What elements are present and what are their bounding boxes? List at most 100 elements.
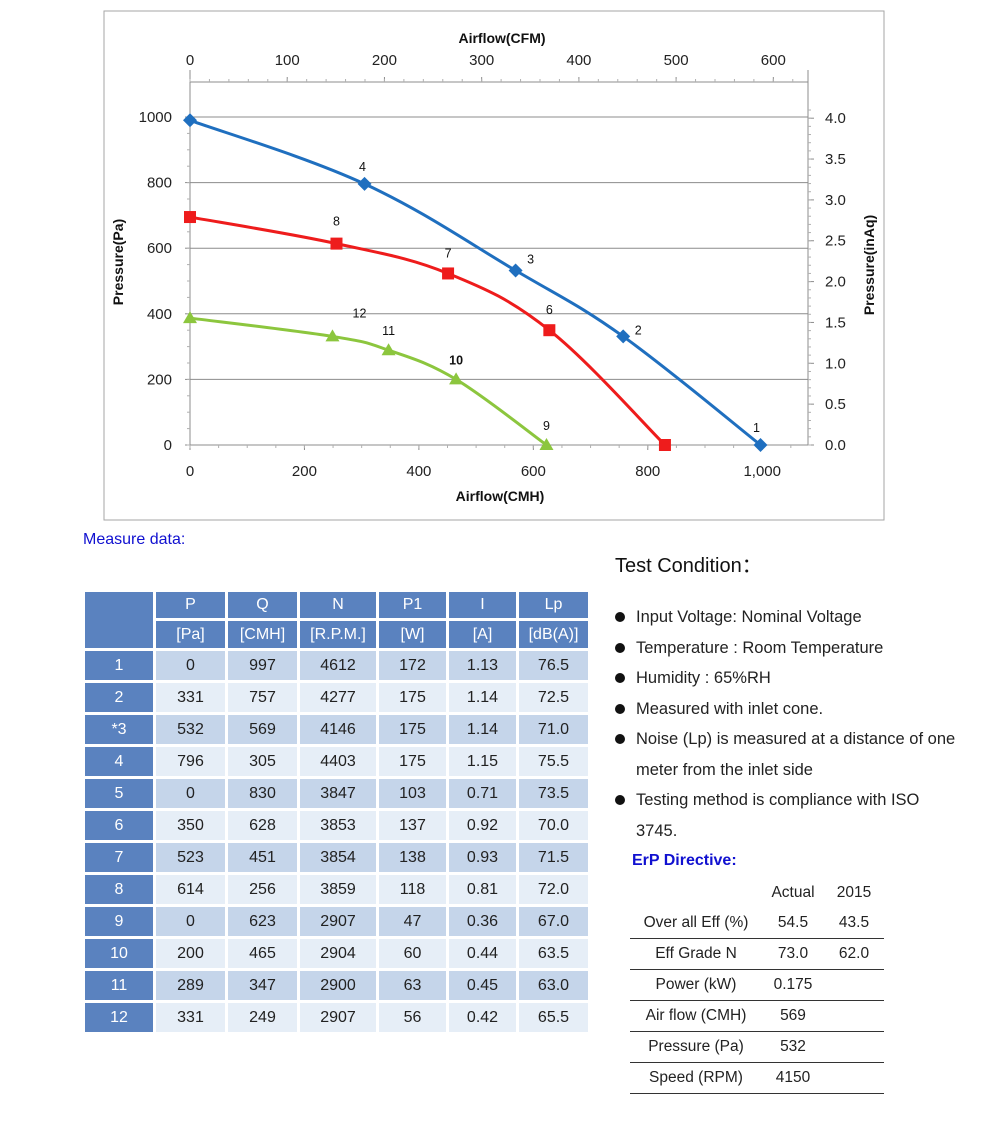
- test-condition-text: Temperature : Room Temperature: [636, 638, 884, 657]
- erp-actual-cell: 54.5: [762, 908, 824, 939]
- table-cell: 65.5: [519, 1003, 588, 1032]
- data-point-label: 10: [449, 353, 463, 367]
- x-top-tick-label: 200: [372, 52, 397, 69]
- table-cell: 2904: [300, 939, 376, 968]
- table-cell: 103: [379, 779, 446, 808]
- data-point-diamond: [616, 329, 631, 344]
- table-cell: 67.0: [519, 907, 588, 936]
- row-id-cell: *3: [85, 715, 153, 744]
- data-point-label: 8: [333, 215, 340, 229]
- table-cell: 2900: [300, 971, 376, 1000]
- y-left-tick-label: 800: [147, 175, 172, 192]
- erp-actual-cell: 569: [762, 1000, 824, 1032]
- y-left-axis-title: Pressure(Pa): [110, 219, 126, 305]
- test-condition-title: Test Condition：: [615, 555, 762, 577]
- erp-y2015-cell: [824, 1000, 884, 1032]
- table-body: 1 0 997 4612 172 1.13 76.5 2 331 757 4277 175 1.14 72…: [85, 651, 588, 1032]
- x-bottom-tick-label: 200: [292, 463, 317, 480]
- bullet-icon: [615, 703, 625, 714]
- erp-y2015-cell: 62.0: [824, 938, 884, 970]
- table-row: 4 796 305 4403 175 1.15 75.5: [85, 747, 588, 776]
- table-cell: 0.93: [449, 843, 516, 872]
- data-point-diamond: [508, 263, 523, 278]
- data-point-label: 4: [359, 160, 366, 174]
- test-condition-item: Input Voltage: Nominal Voltage: [612, 602, 957, 633]
- table-cell: 1.15: [449, 747, 516, 776]
- table-row: 5 0 830 3847 103 0.71 73.5: [85, 779, 588, 808]
- erp-row: Speed (RPM) 4150: [630, 1062, 884, 1094]
- table-row: 12 331 249 2907 56 0.42 65.5: [85, 1003, 588, 1032]
- erp-y2015-cell: [824, 1062, 884, 1094]
- y-right-tick-label: 3.0: [825, 192, 846, 209]
- table-cell: 175: [379, 747, 446, 776]
- test-condition-text: Noise (Lp) is measured at a distance of …: [636, 730, 956, 779]
- x-top-tick-label: 100: [275, 52, 300, 69]
- header-p1: P1: [379, 592, 446, 618]
- table-cell: 47: [379, 907, 446, 936]
- x-bottom-tick-label: 1,000: [743, 463, 781, 480]
- table-cell: 0: [156, 779, 225, 808]
- bullet-icon: [615, 642, 625, 653]
- data-point-label: 7: [445, 246, 452, 260]
- table-row: 11 289 347 2900 63 0.45 63.0: [85, 971, 588, 1000]
- erp-table: Actual 2015 Over all Eff (%) 54.5 43.5 Eff …: [630, 878, 884, 1094]
- erp-label-cell: Eff Grade N: [630, 938, 762, 970]
- table-cell: 63: [379, 971, 446, 1000]
- erp-header-actual: Actual: [771, 884, 815, 901]
- header-corner: [85, 592, 153, 648]
- data-point-square: [442, 267, 455, 280]
- unit-p1: [W]: [379, 621, 446, 648]
- row-id-cell: 11: [85, 971, 153, 1000]
- erp-header-blank: [630, 878, 762, 908]
- data-point-triangle: [183, 311, 197, 324]
- erp-label-cell: Power (kW): [630, 969, 762, 1001]
- table-cell: 0.36: [449, 907, 516, 936]
- table-cell: 60: [379, 939, 446, 968]
- test-condition-text: Humidity : 65%RH: [636, 669, 771, 687]
- table-units-row: [Pa] [CMH] [R.P.M.] [W] [A] [dB(A)]: [85, 621, 588, 648]
- row-id-cell: 1: [85, 651, 153, 680]
- x-bottom-tick-label: 400: [406, 463, 431, 480]
- test-condition-list: Input Voltage: Nominal Voltage Temperatur…: [612, 602, 957, 846]
- table-cell: 2907: [300, 1003, 376, 1032]
- data-point-label: 2: [635, 323, 642, 337]
- table-row: 2 331 757 4277 175 1.14 72.5: [85, 683, 588, 712]
- data-point-triangle: [381, 343, 396, 356]
- test-condition-item: Testing method is compliance with ISO 37…: [612, 785, 957, 846]
- table-cell: 75.5: [519, 747, 588, 776]
- table-cell: 0.44: [449, 939, 516, 968]
- table-cell: 830: [228, 779, 297, 808]
- row-id-cell: 2: [85, 683, 153, 712]
- y-right-tick-label: 1.0: [825, 355, 846, 372]
- erp-row: Over all Eff (%) 54.5 43.5: [630, 908, 884, 939]
- y-left-tick-label: 200: [147, 371, 172, 388]
- erp-actual-cell: 0.175: [762, 969, 824, 1001]
- erp-actual-cell: 532: [762, 1031, 824, 1063]
- erp-row: Eff Grade N 73.0 62.0: [630, 938, 884, 970]
- test-condition-text: Input Voltage: Nominal Voltage: [636, 608, 862, 626]
- x-top-tick-label: 300: [469, 52, 494, 69]
- table-cell: 523: [156, 843, 225, 872]
- data-point-triangle: [325, 329, 340, 342]
- unit-p: [Pa]: [156, 621, 225, 648]
- data-point-square: [658, 439, 671, 451]
- header-p: P: [156, 592, 225, 618]
- erp-directive-title: ErP Directive:: [632, 852, 737, 869]
- table-cell: 0: [156, 651, 225, 680]
- unit-q: [CMH]: [228, 621, 297, 648]
- unit-i: [A]: [449, 621, 516, 648]
- bullet-icon: [615, 673, 625, 683]
- test-condition-item: Noise (Lp) is measured at a distance of …: [612, 724, 957, 785]
- table-cell: 0.45: [449, 971, 516, 1000]
- row-id-cell: 4: [85, 747, 153, 776]
- table-cell: 628: [228, 811, 297, 840]
- table-cell: 614: [156, 875, 225, 904]
- unit-lp: [dB(A)]: [519, 621, 588, 648]
- x-bottom-tick-label: 800: [635, 463, 660, 480]
- table-cell: 76.5: [519, 651, 588, 680]
- data-point-square: [184, 211, 196, 224]
- erp-label-cell: Pressure (Pa): [630, 1031, 762, 1063]
- test-condition-item: Measured with inlet cone.: [612, 694, 957, 725]
- table-cell: 4612: [300, 651, 376, 680]
- test-condition-text: Testing method is compliance with ISO 37…: [636, 791, 920, 840]
